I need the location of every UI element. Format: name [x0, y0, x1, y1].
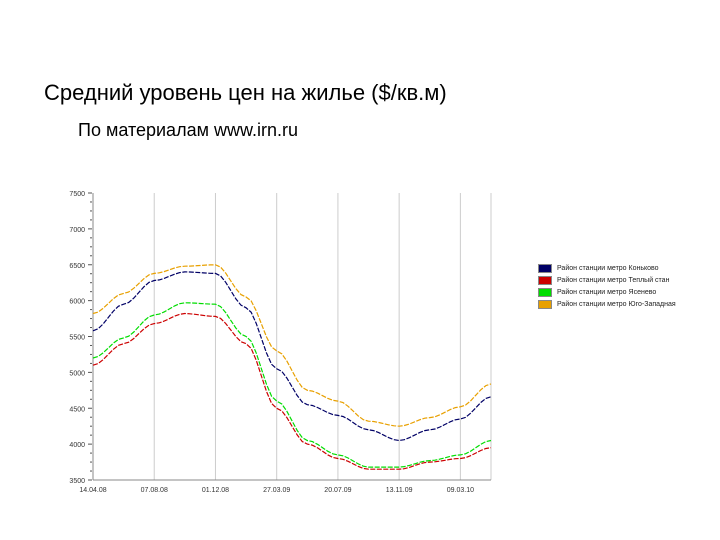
- legend-swatch: [538, 287, 552, 297]
- series-line-0: [92, 271, 492, 442]
- y-tick-label: 7000: [69, 227, 85, 234]
- series-line-3: [92, 264, 492, 427]
- y-tick-label: 6500: [69, 263, 85, 270]
- legend-swatch: [538, 275, 552, 285]
- x-tick-label: 07.08.08: [141, 487, 168, 494]
- legend-item-0: Район станции метро Коньково: [538, 262, 676, 274]
- y-tick-label: 4000: [69, 442, 85, 449]
- legend-label: Район станции метро Теплый стан: [557, 276, 670, 284]
- legend-swatch: [538, 263, 552, 273]
- series-line-2: [92, 302, 492, 468]
- x-tick-label: 14.04.08: [79, 487, 106, 494]
- legend-item-3: Район станции метро Юго-Западная: [538, 298, 676, 310]
- y-tick-label: 6000: [69, 299, 85, 306]
- page-subtitle: По материалам www.irn.ru: [78, 120, 298, 140]
- x-tick-label: 20.07.09: [324, 487, 351, 494]
- y-tick-label: 7500: [69, 191, 85, 198]
- y-tick-label: 5000: [69, 370, 85, 377]
- legend-item-2: Район станции метро Ясенево: [538, 286, 676, 298]
- chart-grid: [92, 193, 492, 480]
- chart-series: [92, 264, 492, 470]
- page-title: Средний уровень цен на жилье ($/кв.м): [44, 80, 447, 105]
- legend-label: Район станции метро Юго-Западная: [557, 300, 676, 308]
- chart-tick-labels: 3500 4000 4500 5000 5500 6000 6500 7000 7500 14.0…: [69, 191, 474, 494]
- y-tick-label: 3500: [69, 478, 85, 485]
- x-tick-label: 13.11.09: [386, 487, 413, 494]
- legend-label: Район станции метро Ясенево: [557, 288, 657, 296]
- legend-item-1: Район станции метро Теплый стан: [538, 274, 676, 286]
- x-tick-label: 09.03.10: [447, 487, 474, 494]
- legend-swatch: [538, 299, 552, 309]
- y-tick-label: 4500: [69, 406, 85, 413]
- y-tick-label: 5500: [69, 335, 85, 342]
- x-tick-label: 27.03.09: [263, 487, 290, 494]
- chart-axes: [88, 192, 491, 481]
- series-line-1: [92, 312, 492, 470]
- x-tick-label: 01.12.08: [202, 487, 229, 494]
- legend-label: Район станции метро Коньково: [557, 264, 659, 272]
- chart-legend: Район станции метро Коньково Район станци…: [538, 262, 676, 310]
